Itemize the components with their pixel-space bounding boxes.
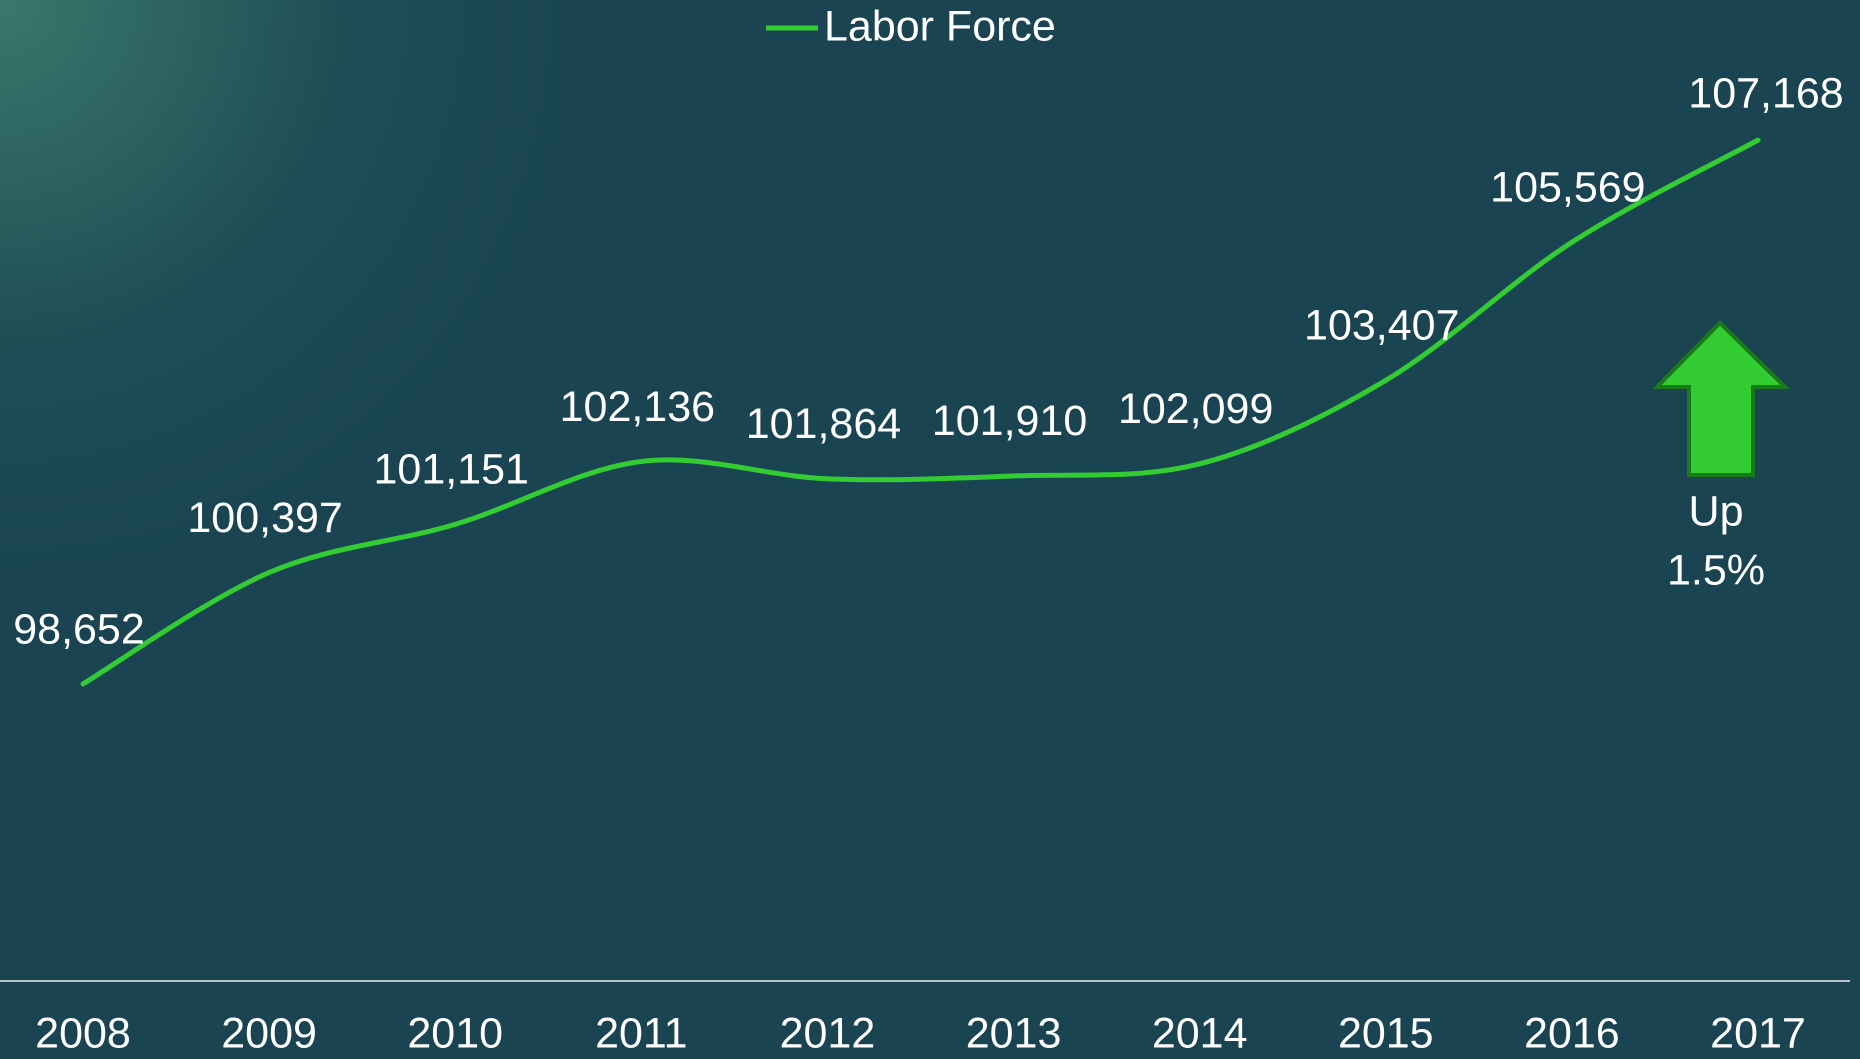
x-tick-label: 2010 xyxy=(407,1009,503,1057)
data-label: 102,099 xyxy=(1118,385,1273,433)
x-tick-label: 2015 xyxy=(1338,1009,1434,1057)
x-tick-label: 2009 xyxy=(221,1009,317,1057)
data-label: 103,407 xyxy=(1304,302,1459,350)
line xyxy=(80,137,1761,687)
x-tick-label: 2012 xyxy=(780,1009,876,1057)
data-label: 101,864 xyxy=(746,400,901,448)
x-tick-label: 2014 xyxy=(1152,1009,1248,1057)
annotation: 1.5% xyxy=(1667,546,1765,594)
data-label: 98,652 xyxy=(13,605,145,653)
x-tick-label: 2017 xyxy=(1710,1009,1806,1057)
data-label: 102,136 xyxy=(560,383,715,431)
x-tick-label: 2011 xyxy=(595,1009,687,1057)
x-tick-label: 2016 xyxy=(1524,1009,1620,1057)
data-label: 100,397 xyxy=(187,494,342,542)
legend-label: Labor Force xyxy=(824,2,1056,50)
annotation: Up xyxy=(1689,487,1744,535)
data-label: 101,151 xyxy=(374,446,529,494)
data-label: 105,569 xyxy=(1490,164,1645,212)
x-tick-label: 2008 xyxy=(35,1009,131,1057)
up-arrow xyxy=(1652,320,1790,477)
data-label: 107,168 xyxy=(1688,69,1843,117)
x-tick-label: 2013 xyxy=(966,1009,1062,1057)
data-label: 101,910 xyxy=(932,397,1087,445)
